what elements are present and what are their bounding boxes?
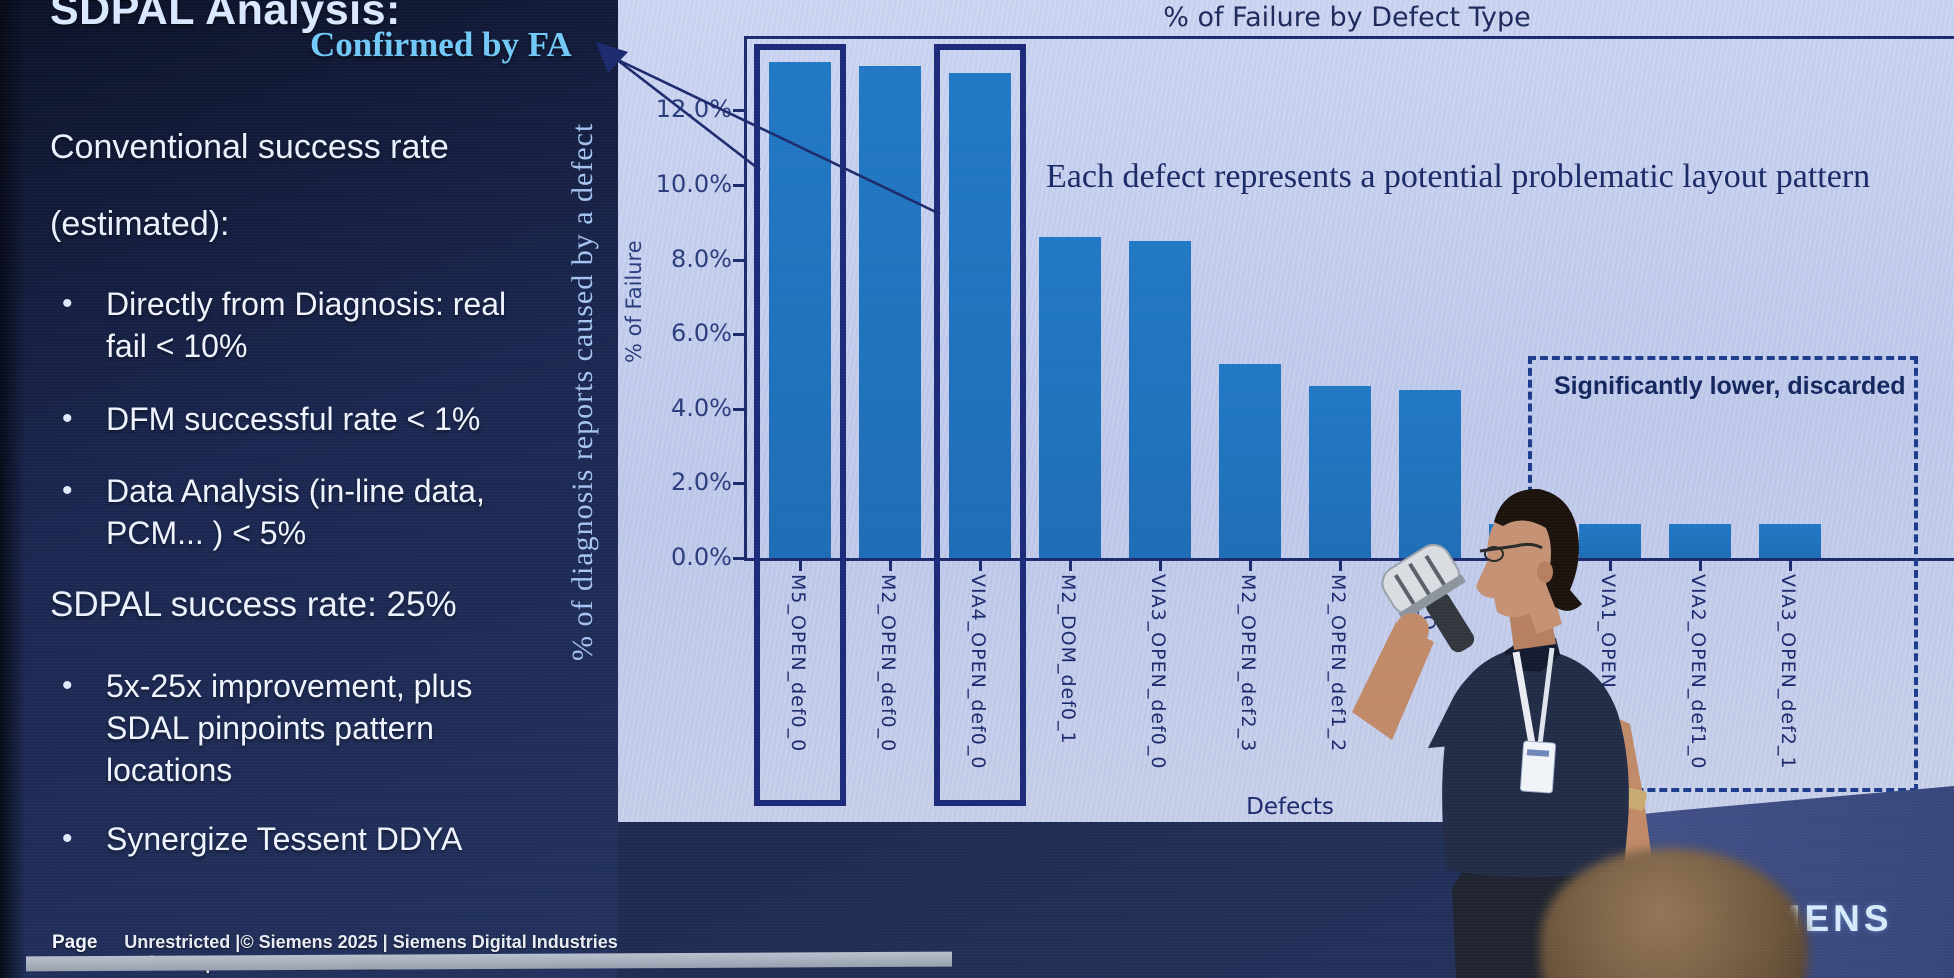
bullet-item: • 5x-25x improvement, plus SDAL pinpoints … bbox=[62, 665, 602, 791]
slide-left-panel: SDPAL Analysis: Confirmed by FA Conventi… bbox=[0, 0, 618, 978]
bullet-text: DFM successful rate < 1% bbox=[106, 401, 481, 437]
bullet-dot-icon: • bbox=[62, 402, 73, 435]
bullet-item: • Data Analysis (in-line data, PCM... ) < … bbox=[62, 470, 602, 554]
sdpal-success-rate: SDPAL success rate: 25% bbox=[50, 585, 457, 624]
chart-title: % of Failure by Defect Type bbox=[1163, 2, 1531, 33]
bullet-text: Synergize Tessent DDYA bbox=[106, 821, 463, 857]
slide-title: SDPAL Analysis: bbox=[50, 0, 401, 34]
bullet-item: • DFM successful rate < 1% bbox=[62, 398, 602, 440]
bullet-dot-icon: • bbox=[62, 669, 73, 702]
chart-panel bbox=[618, 0, 1954, 822]
bullet-dot-icon: • bbox=[62, 822, 73, 855]
bullet-text: Data Analysis (in-line data, PCM... ) < 5… bbox=[106, 473, 485, 551]
bullet-text: 5x-25x improvement, plus SDAL pinpoints p… bbox=[106, 668, 473, 788]
confirmed-by-fa-callout: Confirmed by FA bbox=[310, 25, 572, 64]
heading-line-2: (estimated): bbox=[50, 205, 230, 243]
bullet-dot-icon: • bbox=[62, 287, 73, 320]
bullet-item: • Synergize Tessent DDYA bbox=[62, 818, 602, 860]
heading-line-1: Conventional success rate bbox=[50, 128, 449, 166]
outer-y-axis-caption: % of diagnosis reports caused by a defec… bbox=[566, 122, 599, 662]
bullet-item: • Directly from Diagnosis: real fail < 10% bbox=[62, 283, 602, 367]
photo-dark-edge bbox=[0, 0, 26, 978]
bullet-text: Directly from Diagnosis: real fail < 10% bbox=[106, 286, 507, 364]
bullet-dot-icon: • bbox=[62, 474, 73, 507]
